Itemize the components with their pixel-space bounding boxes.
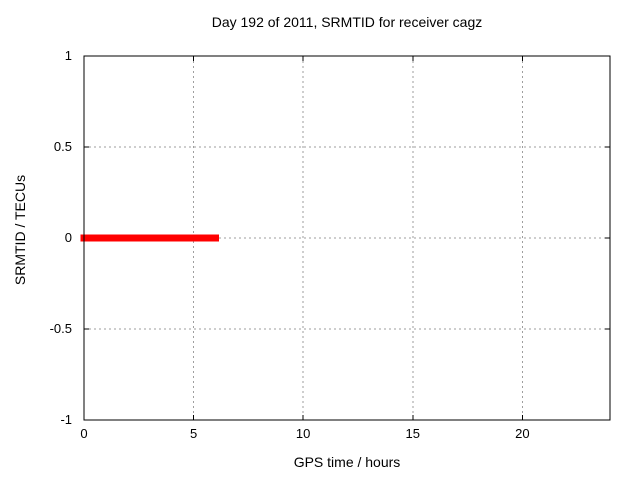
y-tick-label: -0.5 <box>49 321 72 336</box>
x-tick-label: 20 <box>515 426 530 441</box>
chart-title: Day 192 of 2011, SRMTID for receiver cag… <box>211 14 483 30</box>
x-tick-label: 0 <box>80 426 88 441</box>
y-tick-label: 0 <box>64 230 72 245</box>
x-tick-label: 15 <box>405 426 420 441</box>
plot-border <box>83 55 611 421</box>
y-tick-label: -1 <box>60 412 72 427</box>
y-tick-label: 0.5 <box>53 139 72 154</box>
y-tick-label: 1 <box>64 48 72 63</box>
x-tick-label: 10 <box>295 426 311 441</box>
x-tick-label: 5 <box>189 426 198 441</box>
x-axis-label: GPS time / hours <box>293 454 401 470</box>
